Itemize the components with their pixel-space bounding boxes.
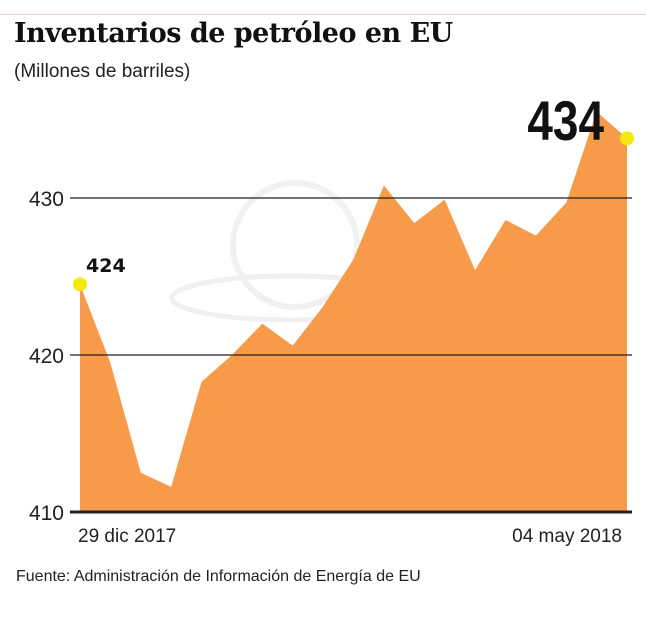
- area-series: [80, 111, 627, 513]
- highlight-point-434: [620, 131, 634, 146]
- highlight-point-424: [73, 277, 87, 292]
- chart-title: Inventarios de petróleo en EU: [14, 18, 453, 49]
- y-tick-label-430: 430: [29, 188, 64, 211]
- source-note: Fuente: Administración de Información de…: [16, 568, 421, 585]
- y-tick-label-420: 420: [29, 345, 64, 368]
- top-rule: [0, 14, 646, 15]
- x-tick-label-start: 29 dic 2017: [78, 526, 176, 547]
- chart-subtitle: (Millones de barriles): [14, 61, 191, 82]
- data-label-434: 434: [527, 90, 604, 152]
- y-tick-label-410: 410: [29, 502, 64, 525]
- data-label-424: 424: [86, 255, 126, 277]
- x-tick-label-end: 04 may 2018: [512, 526, 622, 547]
